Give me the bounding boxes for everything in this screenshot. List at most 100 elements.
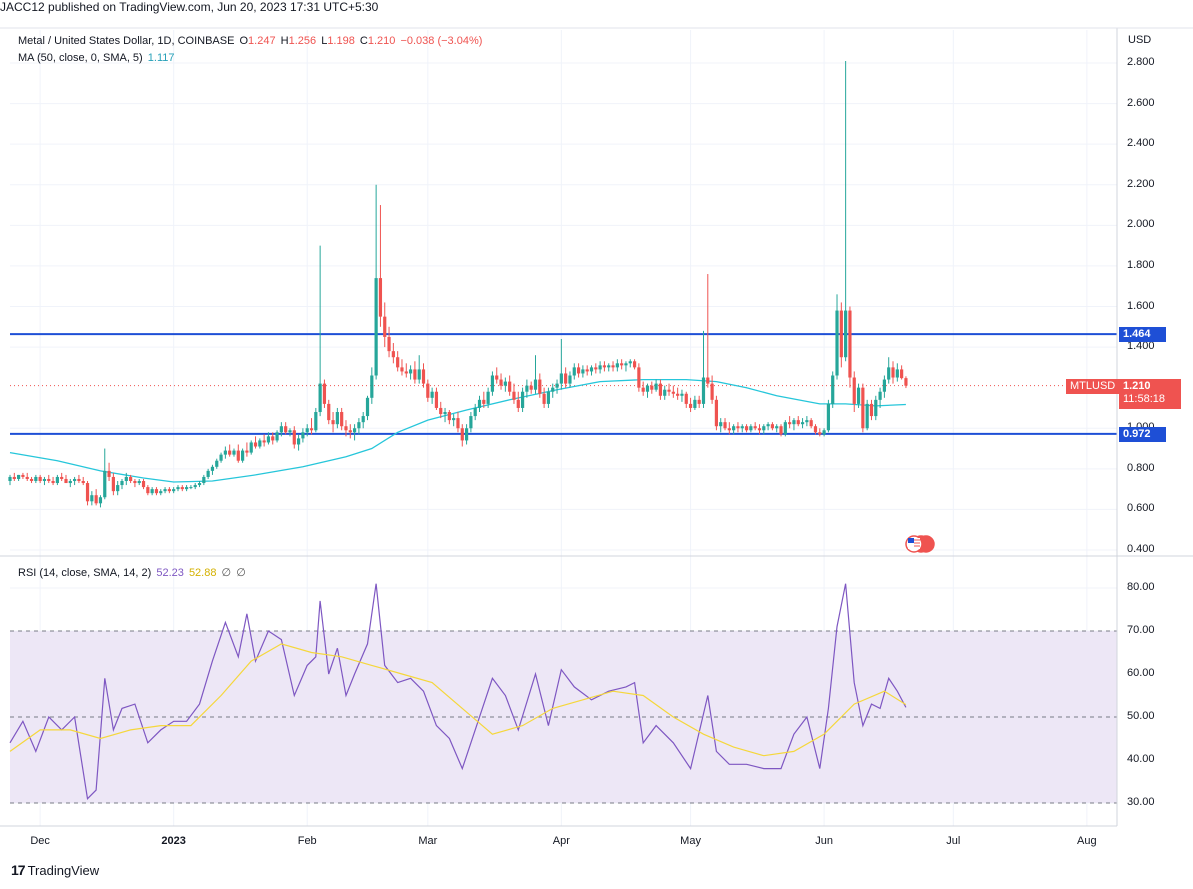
candle-body	[727, 428, 731, 431]
candle	[559, 338, 563, 390]
candle	[68, 478, 72, 488]
candle-body	[684, 393, 688, 404]
candle	[141, 478, 146, 490]
candle	[309, 418, 314, 435]
candle-body	[413, 369, 417, 380]
candle	[288, 428, 292, 437]
candle	[318, 245, 322, 417]
candle-body	[658, 383, 663, 396]
candle-body	[288, 430, 292, 433]
candle-body	[335, 412, 339, 425]
candle-body	[882, 379, 887, 392]
candle-body	[516, 399, 520, 408]
rsi-line	[9, 583, 907, 800]
candle-body	[594, 367, 598, 370]
price-tick-label: 0.800	[1127, 461, 1155, 474]
ma-line	[9, 378, 906, 483]
candle	[469, 412, 473, 433]
candle-body	[460, 428, 464, 441]
candle-body	[111, 476, 115, 492]
candle-body	[788, 422, 792, 425]
candle	[645, 383, 650, 398]
symbol-tag[interactable]: MTLUSD	[1066, 379, 1120, 394]
candle	[546, 387, 551, 408]
rsi-extra-2: ∅	[236, 567, 246, 579]
candle-body	[861, 387, 865, 429]
candle-body	[51, 481, 55, 484]
candle	[421, 363, 426, 388]
candle-body	[172, 489, 176, 492]
tradingview-logo[interactable]: 17 TradingView	[11, 862, 99, 878]
candle	[848, 306, 852, 388]
candle	[245, 442, 249, 457]
candle	[335, 407, 339, 429]
candle-body	[456, 418, 460, 429]
candle-body	[585, 369, 589, 372]
ma-legend[interactable]: MA (50, close, 0, SMA, 5) 1.117	[18, 52, 177, 64]
candle	[430, 387, 434, 404]
candle	[762, 424, 766, 435]
candle	[654, 379, 658, 392]
ma-layer	[9, 378, 906, 483]
candle-body	[865, 403, 869, 429]
candle-body	[452, 418, 456, 421]
candle-body	[331, 420, 335, 425]
candle	[107, 462, 111, 482]
candle	[29, 476, 34, 484]
low-value: 1.198	[327, 35, 355, 47]
candle-body	[779, 426, 783, 435]
candle	[348, 424, 352, 439]
candle-body	[34, 476, 38, 482]
candle	[594, 363, 598, 374]
candle-body	[710, 383, 714, 400]
candle-body	[628, 361, 632, 364]
currency-label: USD	[1128, 34, 1152, 46]
candle	[671, 385, 675, 398]
candle	[120, 478, 124, 490]
candle	[146, 485, 150, 496]
candle	[396, 351, 400, 372]
candle-body	[607, 365, 611, 368]
candle	[340, 407, 344, 431]
main-legend[interactable]: Metal / United States Dollar, 1D, COINBA…	[18, 35, 484, 47]
candle-body	[223, 450, 227, 455]
rsi-band-layer	[10, 630, 1117, 804]
candle	[60, 472, 64, 482]
candle	[706, 274, 710, 388]
candle-body	[611, 365, 615, 368]
rsi-value: 52.23	[156, 567, 184, 579]
candle-body	[844, 310, 848, 358]
candle	[865, 399, 869, 431]
candle	[116, 481, 120, 496]
candle	[262, 434, 266, 447]
candle-body	[464, 428, 469, 441]
tradingview-logo-icon: 17	[11, 862, 26, 878]
candle	[322, 379, 327, 408]
candle	[891, 361, 895, 384]
candle-body	[284, 426, 288, 433]
candle	[210, 464, 215, 475]
symbol-description: Metal / United States Dollar, 1D, COINBA…	[18, 35, 235, 47]
candle	[133, 478, 137, 488]
support-price-tag: 0.972	[1119, 427, 1166, 442]
candle	[835, 294, 839, 380]
candle	[383, 302, 387, 348]
candle	[301, 428, 305, 443]
candle-body	[568, 375, 572, 384]
candle-body	[818, 432, 822, 435]
rsi-legend[interactable]: RSI (14, close, SMA, 14, 2) 52.23 52.88 …	[18, 566, 248, 579]
candle	[197, 481, 202, 488]
candle	[499, 373, 503, 390]
candle-body	[443, 412, 447, 415]
candle	[47, 474, 51, 484]
candle	[361, 412, 365, 429]
candle	[839, 302, 843, 368]
candle-body	[64, 478, 68, 484]
candle-body	[482, 399, 486, 404]
candle-body	[249, 442, 253, 453]
candle	[206, 468, 210, 479]
candle-body	[831, 375, 835, 404]
candle-body	[29, 478, 34, 482]
candle-body	[572, 367, 576, 376]
candle-body	[555, 383, 559, 388]
